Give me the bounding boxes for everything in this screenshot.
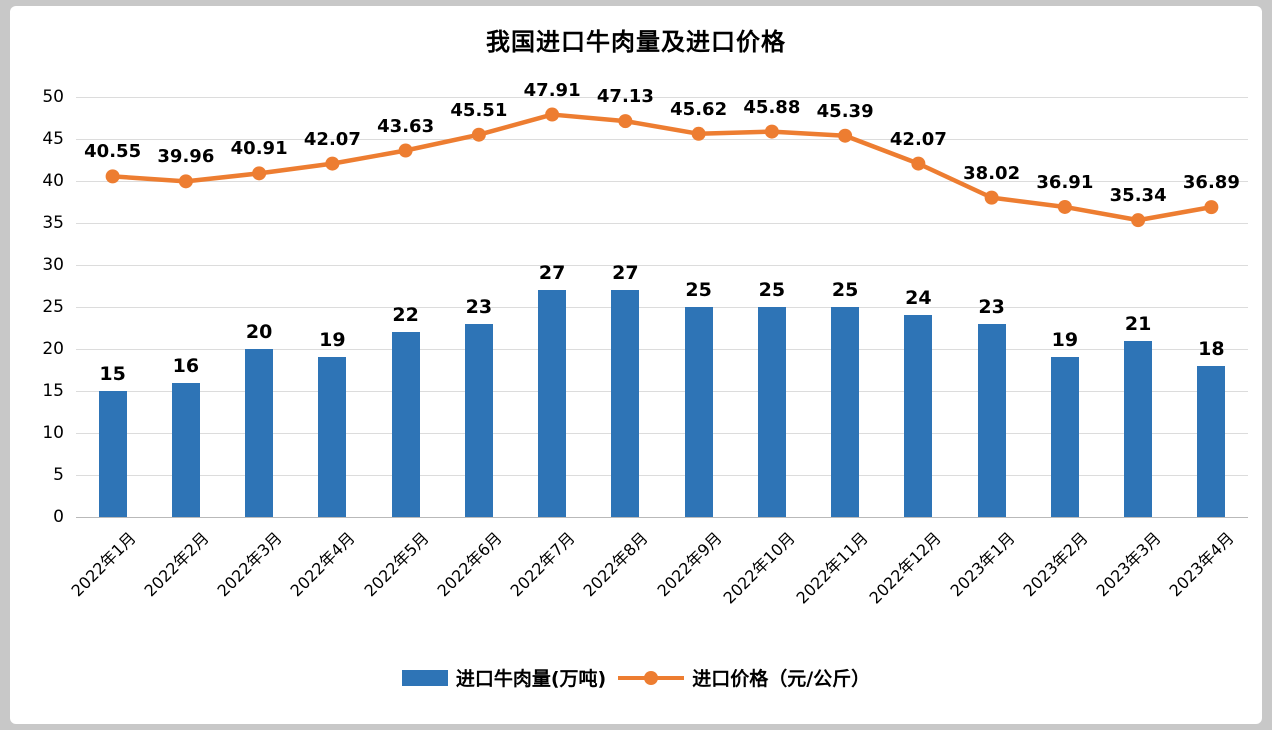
x-axis-label: 2023年2月 — [1019, 528, 1092, 601]
volume-bar — [1050, 357, 1079, 517]
x-axis-label: 2023年4月 — [1166, 528, 1239, 601]
volume-bar — [538, 290, 567, 517]
volume-bar — [1197, 365, 1226, 517]
volume-bar — [171, 382, 200, 517]
gridline — [76, 348, 1248, 350]
volume-bar — [318, 357, 347, 517]
line-value-label: 40.55 — [84, 141, 142, 163]
legend: 进口牛肉量(万吨) 进口价格（元/公斤） — [0, 664, 1272, 691]
line-value-label: 35.34 — [1109, 185, 1167, 207]
legend-item-volume: 进口牛肉量(万吨) — [401, 664, 607, 691]
volume-bar — [464, 323, 493, 517]
x-axis-label: 2022年12月 — [865, 528, 946, 608]
bar-value-label: 23 — [465, 295, 493, 318]
volume-bar — [684, 307, 713, 517]
line-value-label: 42.07 — [889, 128, 947, 150]
bar-series-swatch-icon — [401, 669, 448, 686]
y-axis-tick-label: 5 — [53, 465, 64, 485]
volume-bar — [977, 323, 1006, 517]
y-axis-tick-label: 15 — [42, 381, 64, 401]
line-value-label: 42.07 — [303, 128, 361, 150]
line-value-label: 45.62 — [670, 98, 728, 120]
x-axis-label: 2022年9月 — [653, 528, 726, 601]
legend-label-price: 进口价格（元/公斤） — [692, 668, 871, 690]
line-value-label: 36.91 — [1036, 171, 1094, 193]
volume-bar — [831, 307, 860, 517]
x-axis-label: 2022年5月 — [360, 528, 433, 601]
y-axis-tick-label: 50 — [42, 87, 64, 107]
y-axis-tick-label: 20 — [42, 339, 64, 359]
y-axis-tick-label: 10 — [42, 423, 64, 443]
line-value-label: 47.91 — [523, 79, 581, 101]
volume-bar — [1124, 340, 1153, 517]
bar-value-label: 18 — [1198, 337, 1225, 360]
x-axis-label: 2022年10月 — [719, 528, 799, 608]
gridline — [76, 516, 1248, 518]
gridline — [76, 474, 1248, 476]
line-value-label: 45.51 — [450, 99, 508, 121]
x-axis-label: 2023年1月 — [946, 528, 1019, 601]
bar-value-label: 27 — [612, 262, 639, 285]
gridline — [76, 432, 1248, 434]
line-value-label: 47.13 — [596, 86, 654, 108]
bar-value-label: 20 — [245, 321, 273, 343]
line-value-label: 38.02 — [963, 162, 1021, 184]
line-value-label: 45.88 — [743, 96, 801, 118]
line-value-label: 39.96 — [157, 146, 215, 168]
bar-value-label: 21 — [1124, 312, 1152, 335]
bar-value-label: 23 — [978, 295, 1005, 318]
gridline — [76, 222, 1248, 224]
bar-value-label: 27 — [538, 262, 566, 285]
x-axis-label: 2022年4月 — [287, 528, 360, 601]
legend-item-price: 进口价格（元/公斤） — [618, 664, 870, 691]
y-axis-tick-label: 40 — [42, 171, 64, 191]
volume-bar — [391, 332, 420, 517]
chart-title: 我国进口牛肉量及进口价格 — [486, 28, 786, 56]
bar-value-label: 24 — [905, 287, 932, 310]
y-axis-tick-label: 25 — [42, 297, 64, 317]
volume-bar — [611, 290, 640, 517]
bar-value-label: 25 — [831, 279, 859, 301]
bar-value-label: 19 — [319, 329, 346, 352]
gridline — [76, 264, 1248, 266]
line-series-swatch-icon — [618, 670, 685, 686]
bar-value-label: 16 — [172, 354, 200, 377]
x-axis-label: 2022年8月 — [580, 528, 653, 601]
x-axis-label: 2022年1月 — [67, 528, 140, 601]
bar-value-label: 22 — [392, 304, 419, 327]
gridline — [76, 96, 1248, 98]
x-axis-label: 2022年11月 — [792, 528, 872, 608]
volume-bar — [245, 349, 274, 517]
gridline — [76, 306, 1248, 308]
y-axis-tick-label: 30 — [42, 255, 64, 275]
bar-value-label: 25 — [685, 279, 712, 301]
x-axis-label: 2023年3月 — [1092, 528, 1165, 601]
bar-value-label: 19 — [1051, 329, 1079, 352]
line-value-label: 43.63 — [377, 115, 435, 137]
line-swatch-dot-icon — [644, 670, 659, 685]
line-value-label: 45.39 — [816, 100, 874, 122]
legend-label-volume: 进口牛肉量(万吨) — [455, 668, 607, 690]
x-axis-label: 2022年6月 — [433, 528, 506, 601]
bar-value-label: 25 — [758, 279, 786, 301]
x-axis-label: 2022年7月 — [506, 528, 579, 601]
line-value-label: 36.89 — [1182, 172, 1240, 194]
volume-bar — [98, 391, 127, 517]
y-axis-tick-label: 35 — [42, 213, 64, 233]
x-axis-label: 2022年3月 — [213, 528, 286, 601]
volume-bar — [904, 315, 933, 517]
y-axis-tick-label: 0 — [53, 507, 64, 527]
volume-bar — [757, 307, 786, 517]
bar-value-label: 15 — [99, 363, 126, 385]
x-axis-label: 2022年2月 — [140, 528, 213, 601]
line-value-label: 40.91 — [230, 138, 288, 160]
y-axis-tick-label: 45 — [42, 129, 64, 149]
gridline — [76, 390, 1248, 392]
